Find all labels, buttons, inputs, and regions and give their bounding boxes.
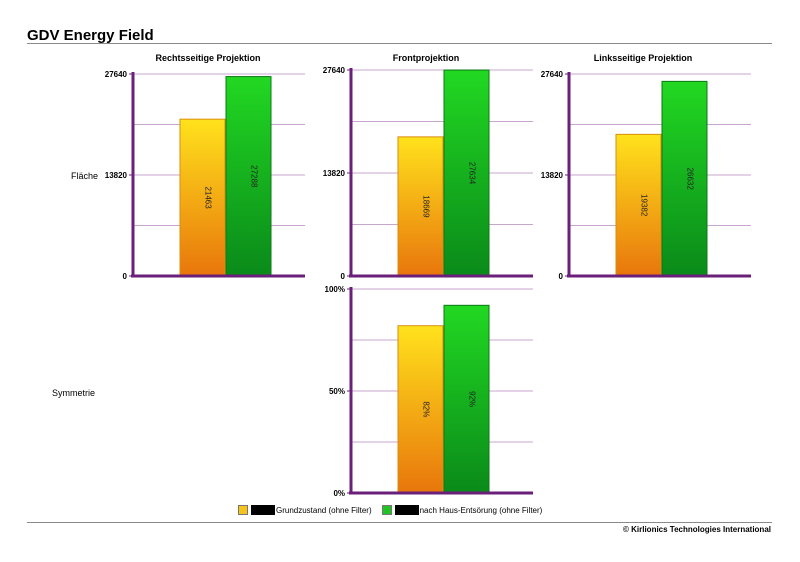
legend-item-after: nach Haus-Entsörung (ohne Filter) [381, 505, 543, 515]
chart-front-projection: 0 13820 27640 18669 27634 [323, 66, 533, 281]
row-label-area: Fläche [71, 171, 99, 181]
chart-symmetry: 0% 50% 100% 82% 92% [325, 285, 533, 498]
legend-label-baseline: Grundzustand (ohne Filter) [276, 505, 372, 515]
panel-title-front: Frontprojektion [392, 53, 460, 63]
y-tick-label: 0 [123, 272, 128, 281]
legend-label-after: nach Haus-Entsörung (ohne Filter) [419, 505, 543, 515]
y-tick-label: 13820 [541, 171, 564, 180]
bar-data-label: 82% [422, 401, 431, 417]
y-tick-label: 50% [329, 387, 345, 396]
y-tick-label: 13820 [105, 171, 128, 180]
bar [443, 304, 490, 494]
legend-swatch-after [381, 505, 392, 515]
legend: Grundzustand (ohne Filter) nach Haus-Ent… [238, 505, 552, 515]
y-tick-label: 0% [333, 489, 345, 498]
footer-divider [27, 522, 772, 523]
bar [397, 136, 444, 277]
bar-data-label: 18669 [422, 195, 431, 218]
bar-data-label: 21463 [204, 186, 213, 209]
bar-data-label: 27288 [250, 165, 259, 188]
bar-data-label: 26632 [686, 168, 695, 191]
bar-data-label: 19382 [640, 194, 649, 217]
bar [397, 325, 444, 494]
y-tick-label: 27640 [541, 70, 564, 79]
panel-title-right: Rechtsseitige Projektion [155, 53, 261, 63]
bar [179, 118, 226, 277]
header-divider [27, 43, 772, 44]
legend-swatch-baseline [238, 505, 248, 515]
y-tick-label: 100% [325, 285, 345, 294]
legend-item-baseline: Grundzustand (ohne Filter) [238, 505, 372, 515]
bar [615, 133, 662, 277]
bar [225, 76, 272, 277]
y-tick-label: 27640 [105, 70, 128, 79]
chart-left-projection: 0 13820 27640 19382 26632 [541, 70, 751, 281]
redaction-block [251, 505, 275, 515]
bar-data-label: 92% [468, 391, 477, 407]
bar-data-label: 27634 [468, 162, 477, 185]
page-title: GDV Energy Field [27, 27, 154, 44]
y-tick-label: 27640 [323, 66, 346, 75]
panel-title-left: Linksseitige Projektion [593, 53, 693, 63]
y-tick-label: 0 [341, 272, 346, 281]
row-label-symmetry: Symmetrie [52, 388, 96, 398]
bar [661, 80, 708, 277]
redaction-block [394, 505, 419, 515]
y-tick-label: 0 [559, 272, 564, 281]
y-tick-label: 13820 [323, 169, 346, 178]
bar [443, 69, 490, 277]
chart-right-projection: 0 13820 27640 21463 27288 [105, 70, 305, 281]
copyright: © Kirlionics Technologies International [623, 525, 771, 534]
